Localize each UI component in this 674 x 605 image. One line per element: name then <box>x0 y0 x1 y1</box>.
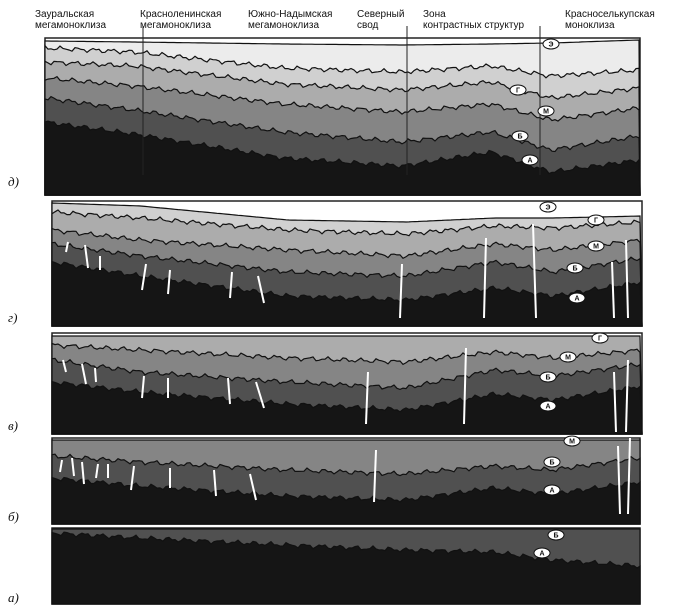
panel-label: б) <box>8 509 19 524</box>
horizon-label: А <box>527 157 532 164</box>
region-label: Красноселькупская <box>565 9 655 20</box>
region-label: Красноленинская <box>140 9 221 20</box>
horizon-label: Г <box>594 217 598 224</box>
horizon-label: Г <box>516 87 520 94</box>
horizon-label: М <box>565 354 571 361</box>
horizon-label: Б <box>545 374 550 381</box>
panel-label: д) <box>8 174 19 189</box>
horizon-label: Г <box>598 335 602 342</box>
horizon-label: А <box>574 295 579 302</box>
panel-label: г) <box>8 310 17 325</box>
region-label: Зона <box>423 9 446 20</box>
region-label: мегамоноклиза <box>140 20 211 31</box>
horizon-label: Б <box>549 459 554 466</box>
region-label: свод <box>357 20 379 31</box>
section-diagram: ЗауральскаямегамоноклизаКрасноленинскаям… <box>0 0 674 605</box>
region-label: Северный <box>357 9 404 20</box>
horizon-label: Б <box>572 265 577 272</box>
region-label: мегамоноклиза <box>248 20 319 31</box>
horizon-label: Б <box>517 133 522 140</box>
horizon-label: М <box>569 438 575 445</box>
fault-line <box>95 368 96 382</box>
region-label: моноклиза <box>565 20 615 31</box>
horizon-label: А <box>545 403 550 410</box>
horizon-label: А <box>549 487 554 494</box>
horizon-label: Э <box>546 204 551 211</box>
region-label: контрастных структур <box>423 20 524 31</box>
horizon-label: А <box>539 550 544 557</box>
region-label: мегамоноклиза <box>35 20 106 31</box>
horizon-label: М <box>543 108 549 115</box>
horizon-label: Э <box>549 41 554 48</box>
region-label: Зауральская <box>35 9 94 20</box>
horizon-label: М <box>593 243 599 250</box>
region-label: Южно-Надымская <box>248 9 332 20</box>
panel-label: а) <box>8 590 19 605</box>
horizon-label: Б <box>553 532 558 539</box>
panel-label: в) <box>8 418 18 433</box>
